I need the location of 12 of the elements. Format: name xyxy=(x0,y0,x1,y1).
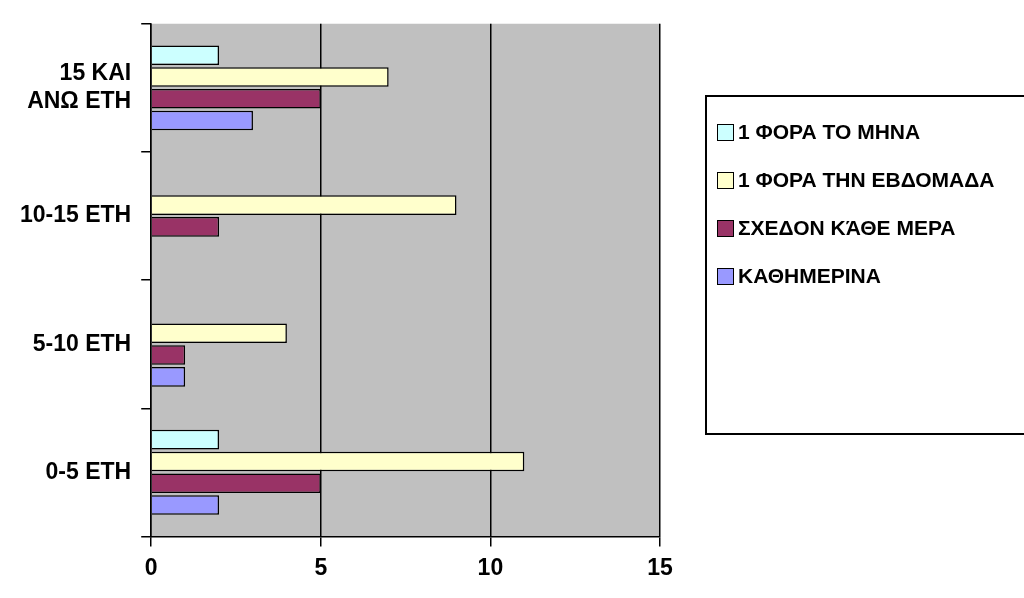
y-tick-label: 5-10 ΕΤΗ xyxy=(32,329,132,356)
legend-label: ΚΑΘΗΜΕΡΙΝΑ xyxy=(738,263,881,289)
y-tick-label: 0-5 ΕΤΗ xyxy=(45,457,132,484)
x-tick-label: 5 xyxy=(314,553,328,580)
legend-label: 1 ΦΟΡΑ ΤΗΝ ΕΒΔΟΜΑΔΑ xyxy=(738,167,995,193)
legend-label: 1 ΦΟΡΑ ΤΟ ΜΗΝΑ xyxy=(738,119,921,145)
y-tick-label: 15 ΚΑΙ ΑΝΩ ΕΤΗ xyxy=(27,59,132,114)
y-tick-label: 10-15 ΕΤΗ xyxy=(20,201,132,228)
x-tick-label: 15 xyxy=(647,553,673,580)
legend-label: ΣΧΕΔΟΝ ΚΆΘΕ ΜΕΡΑ xyxy=(738,215,956,241)
x-tick-label: 0 xyxy=(144,553,158,580)
x-tick-label: 10 xyxy=(477,553,504,580)
